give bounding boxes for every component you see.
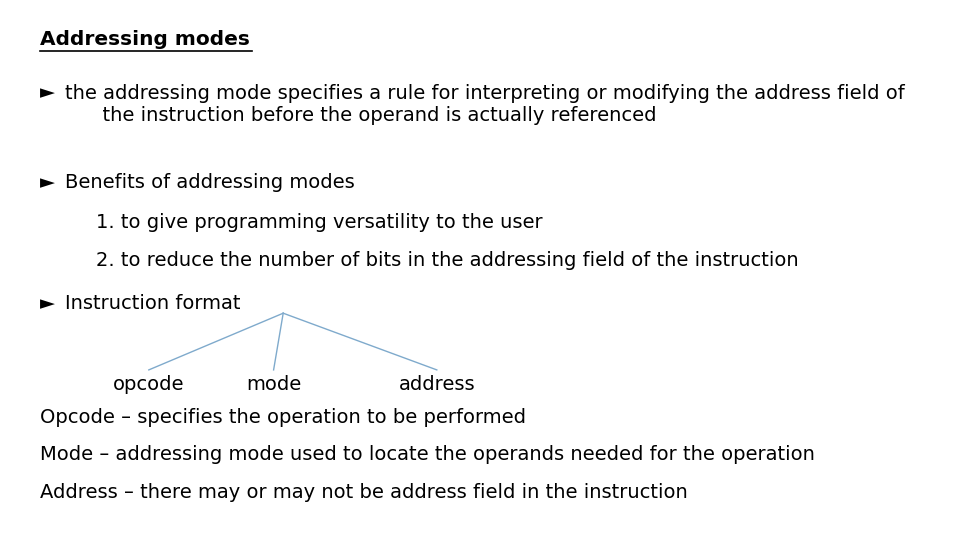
Text: the addressing mode specifies a rule for interpreting or modifying the address f: the addressing mode specifies a rule for…: [65, 84, 905, 125]
Text: Benefits of addressing modes: Benefits of addressing modes: [65, 173, 355, 192]
Text: 1. to give programming versatility to the user: 1. to give programming versatility to th…: [96, 213, 542, 232]
Text: Address – there may or may not be address field in the instruction: Address – there may or may not be addres…: [40, 483, 688, 502]
Text: Mode – addressing mode used to locate the operands needed for the operation: Mode – addressing mode used to locate th…: [40, 446, 815, 464]
Text: ►: ►: [40, 294, 56, 313]
Text: Opcode – specifies the operation to be performed: Opcode – specifies the operation to be p…: [40, 408, 526, 427]
Text: Addressing modes: Addressing modes: [40, 30, 251, 49]
Text: 2. to reduce the number of bits in the addressing field of the instruction: 2. to reduce the number of bits in the a…: [96, 251, 799, 270]
Text: mode: mode: [246, 375, 301, 394]
Text: address: address: [398, 375, 475, 394]
Text: opcode: opcode: [113, 375, 184, 394]
Text: ►: ►: [40, 173, 56, 192]
Text: ►: ►: [40, 84, 56, 103]
Text: Instruction format: Instruction format: [65, 294, 241, 313]
